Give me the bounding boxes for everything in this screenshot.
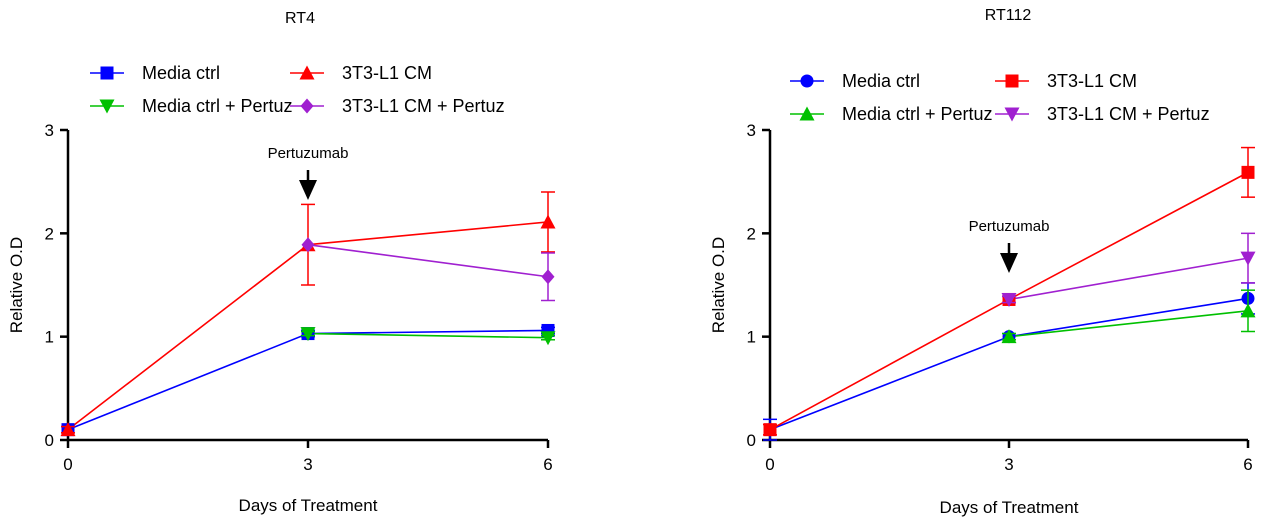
y-tick-label: 3 (747, 121, 756, 140)
x-tick-label: 6 (1243, 455, 1252, 474)
x-tick-label: 3 (303, 455, 312, 474)
data-point (1001, 292, 1017, 307)
x-axis-label: Days of Treatment (940, 498, 1079, 517)
legend-label: 3T3-L1 CM + Pertuz (1047, 104, 1210, 124)
legend-marker (800, 74, 814, 88)
x-axis-label: Days of Treatment (239, 496, 378, 515)
legend-label: 3T3-L1 CM + Pertuz (342, 96, 505, 116)
legend-item: Media ctrl + Pertuz (90, 96, 293, 116)
data-point (301, 237, 315, 253)
legend-marker (300, 98, 314, 114)
y-tick-label: 3 (45, 121, 54, 140)
data-point (763, 423, 777, 437)
chart-2: RT112 Media ctrl 3T3-L1 CM Media ctrl + Per… (709, 7, 1256, 517)
legend-item: 3T3-L1 CM (290, 63, 432, 83)
legend-item: Media ctrl (90, 63, 220, 83)
series-line (1008, 257, 1249, 301)
x-tick-label: 6 (543, 455, 552, 474)
data-point (1241, 165, 1255, 179)
y-tick-label: 0 (45, 431, 54, 450)
data-point (540, 214, 556, 229)
x-tick-label: 0 (63, 455, 72, 474)
legend-item: 3T3-L1 CM + Pertuz (290, 96, 505, 116)
legend-label: Media ctrl (142, 63, 220, 83)
data-point (1001, 329, 1017, 344)
data-point (1240, 251, 1256, 266)
legend-marker (1005, 74, 1019, 88)
legend-marker (299, 65, 315, 80)
legend-marker (1004, 107, 1020, 122)
y-tick-label: 0 (747, 431, 756, 450)
legend-item: Media ctrl (790, 71, 920, 91)
legend-marker (99, 99, 115, 114)
annotation-label: Pertuzumab (969, 218, 1050, 235)
legend-label: Media ctrl + Pertuz (842, 104, 993, 124)
y-tick-label: 1 (747, 328, 756, 347)
legend-item: Media ctrl + Pertuz (790, 104, 993, 124)
data-point (540, 331, 556, 346)
legend-label: Media ctrl + Pertuz (142, 96, 293, 116)
data-point (60, 422, 76, 437)
series-line (1008, 310, 1249, 338)
legend-marker (799, 106, 815, 121)
x-tick-label: 3 (1004, 455, 1013, 474)
annotation-arrow-head (1000, 253, 1018, 273)
x-tick-label: 0 (765, 455, 774, 474)
legend-item: 3T3-L1 CM + Pertuz (995, 104, 1210, 124)
legend-label: Media ctrl (842, 71, 920, 91)
data-point (541, 269, 555, 285)
chart-title: RT4 (285, 10, 315, 27)
chart-title: RT112 (985, 7, 1032, 24)
legend-marker (100, 66, 114, 80)
y-axis-label: Relative O.D (709, 237, 728, 333)
legend-label: 3T3-L1 CM (1047, 71, 1137, 91)
annotation-label: Pertuzumab (268, 145, 349, 162)
legend-item: 3T3-L1 CM (995, 71, 1137, 91)
data-point (300, 327, 316, 342)
chart-1: RT4 Media ctrl 3T3-L1 CM Media ctrl + Pertu… (7, 10, 556, 515)
y-tick-label: 2 (747, 224, 756, 243)
series-line (67, 329, 549, 431)
y-tick-label: 2 (45, 224, 54, 243)
legend-label: 3T3-L1 CM (342, 63, 432, 83)
series-line (307, 332, 549, 339)
data-point (1240, 303, 1256, 318)
annotation-arrow-head (299, 180, 317, 200)
y-tick-label: 1 (45, 328, 54, 347)
series-line (307, 243, 549, 278)
y-axis-label: Relative O.D (7, 237, 26, 333)
